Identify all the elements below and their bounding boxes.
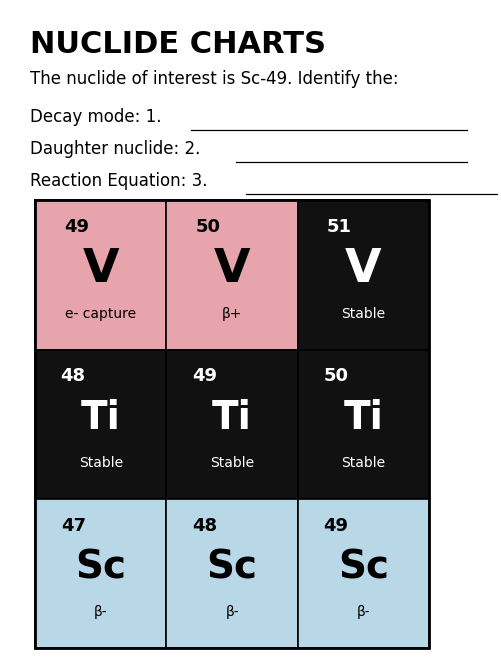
Text: Daughter nuclide: 2.: Daughter nuclide: 2. (30, 140, 200, 158)
Text: Stable: Stable (341, 307, 385, 321)
Text: 47: 47 (61, 516, 86, 534)
Text: 49: 49 (323, 516, 348, 534)
Text: Stable: Stable (210, 456, 254, 470)
Text: V: V (213, 246, 250, 291)
Text: 51: 51 (326, 218, 351, 236)
Text: Ti: Ti (212, 399, 252, 438)
Text: β-: β- (225, 605, 238, 619)
Text: β-: β- (356, 605, 370, 619)
Text: The nuclide of interest is Sc-49. Identify the:: The nuclide of interest is Sc-49. Identi… (30, 70, 398, 88)
Text: e- capture: e- capture (65, 307, 136, 321)
Text: Ti: Ti (343, 399, 383, 438)
Text: Reaction Equation: 3.: Reaction Equation: 3. (30, 172, 207, 190)
Text: Stable: Stable (79, 456, 123, 470)
Text: Decay mode: 1.: Decay mode: 1. (30, 108, 161, 126)
Text: Stable: Stable (341, 456, 385, 470)
Text: 50: 50 (323, 367, 348, 385)
Text: Sc: Sc (206, 548, 257, 587)
Text: 50: 50 (195, 218, 220, 236)
Text: β+: β+ (221, 307, 242, 321)
Text: V: V (345, 246, 381, 291)
Text: Sc: Sc (75, 548, 126, 587)
Text: V: V (82, 246, 119, 291)
Text: β-: β- (94, 605, 107, 619)
Text: NUCLIDE CHARTS: NUCLIDE CHARTS (30, 30, 326, 59)
Text: Ti: Ti (81, 399, 121, 438)
Text: Sc: Sc (337, 548, 388, 587)
Text: 49: 49 (64, 218, 89, 236)
Text: 48: 48 (61, 367, 86, 385)
Text: 49: 49 (192, 367, 216, 385)
Text: 48: 48 (191, 516, 217, 534)
